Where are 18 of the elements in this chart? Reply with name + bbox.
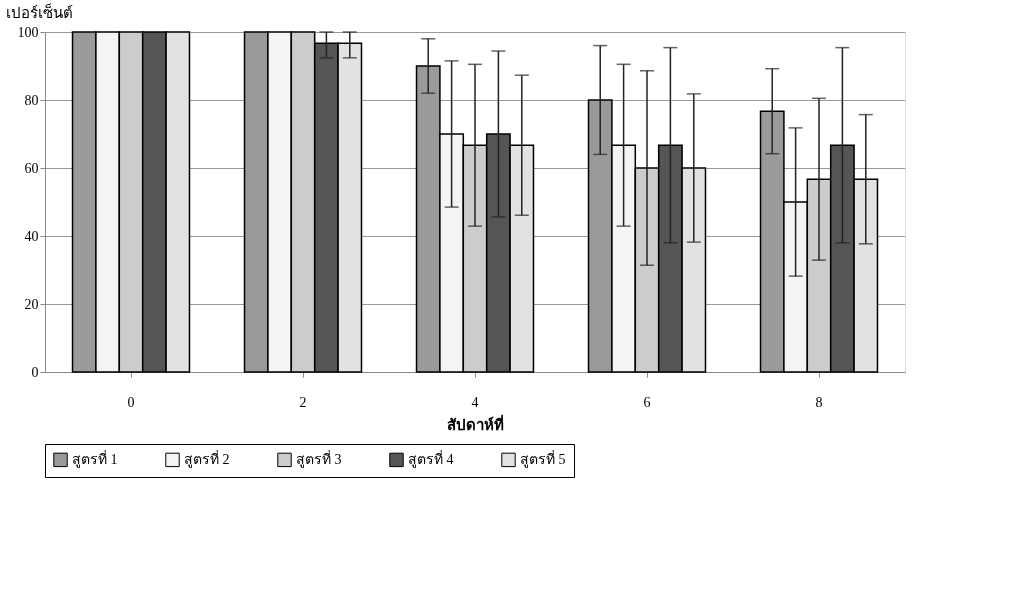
- x-tick-label: 4: [471, 394, 479, 410]
- y-tick-label: 0: [31, 364, 39, 380]
- y-tick-label: 100: [17, 24, 39, 40]
- y-tick-label: 20: [24, 296, 39, 312]
- legend-label: สูตรที่ 1: [72, 449, 118, 468]
- legend-label: สูตรที่ 2: [184, 449, 230, 468]
- x-tick-label: 2: [299, 394, 307, 410]
- x-tick-label: 6: [643, 394, 651, 410]
- y-tick-label: 40: [24, 228, 39, 244]
- legend-label: สูตรที่ 4: [408, 449, 454, 468]
- x-tick-label: 0: [127, 394, 135, 410]
- y-tick-label: 80: [24, 92, 39, 108]
- y-tick-label: 60: [24, 160, 39, 176]
- legend-label: สูตรที่ 5: [520, 449, 566, 468]
- x-tick-label: 8: [815, 394, 823, 410]
- y-axis-title: เปอร์เซ็นต์: [5, 2, 73, 21]
- x-axis-title: สัปดาห์ที่: [447, 413, 504, 433]
- legend-label: สูตรที่ 3: [296, 449, 342, 468]
